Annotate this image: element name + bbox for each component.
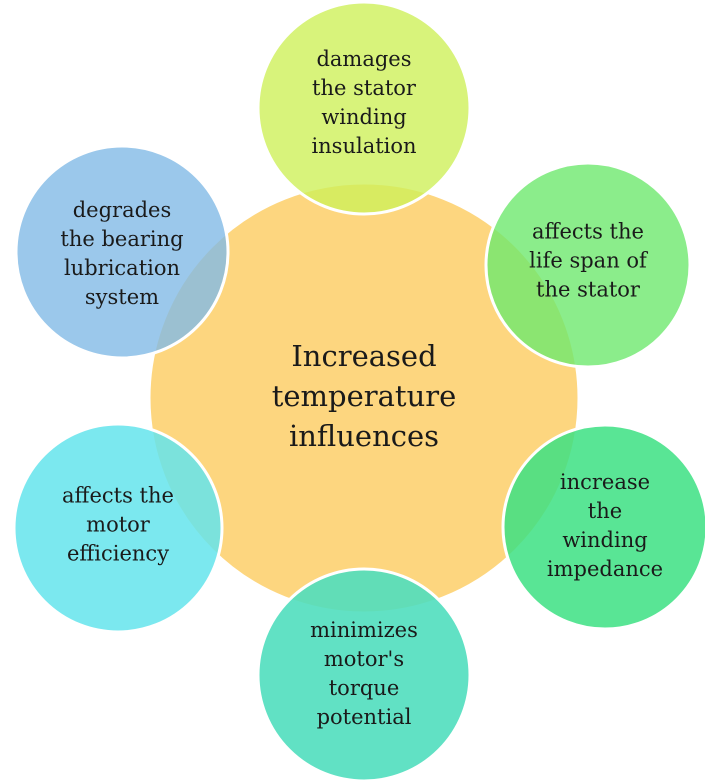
node-label: increase bbox=[560, 470, 650, 494]
node-label: minimizes bbox=[310, 618, 418, 642]
node-label: insulation bbox=[311, 134, 416, 158]
node-label: affects the bbox=[62, 484, 174, 508]
node-label: motor bbox=[86, 513, 151, 537]
satellites bbox=[12, 0, 705, 783]
node-label: affects the bbox=[532, 220, 644, 244]
node-label: winding bbox=[562, 528, 647, 552]
labels: damages the stator winding insulation affect… bbox=[60, 47, 663, 729]
node-label: degrades bbox=[73, 198, 172, 222]
center-label: temperature bbox=[272, 379, 457, 413]
node-label: system bbox=[85, 285, 159, 309]
node-label: life span of bbox=[529, 249, 649, 273]
node-circle bbox=[256, 0, 472, 216]
node-label: the stator bbox=[536, 278, 641, 302]
node-label: efficiency bbox=[67, 542, 169, 566]
node-circle bbox=[12, 422, 224, 634]
node-label: the bearing bbox=[60, 227, 183, 251]
node-label: damages bbox=[316, 47, 411, 71]
node-circle bbox=[256, 567, 472, 783]
node-label: the bbox=[588, 499, 622, 523]
node-label: the stator bbox=[312, 76, 417, 100]
center-label: Increased bbox=[291, 339, 436, 373]
node-label: motor's bbox=[324, 647, 404, 671]
node-label: potential bbox=[317, 705, 412, 729]
node-label: torque bbox=[329, 676, 400, 700]
center-label: influences bbox=[289, 419, 439, 453]
node-circle bbox=[484, 161, 692, 369]
node-label: impedance bbox=[547, 557, 663, 581]
node-label: winding bbox=[321, 105, 406, 129]
node-circle bbox=[501, 423, 705, 631]
node-label: lubrication bbox=[64, 256, 180, 280]
node-circle bbox=[14, 144, 230, 360]
